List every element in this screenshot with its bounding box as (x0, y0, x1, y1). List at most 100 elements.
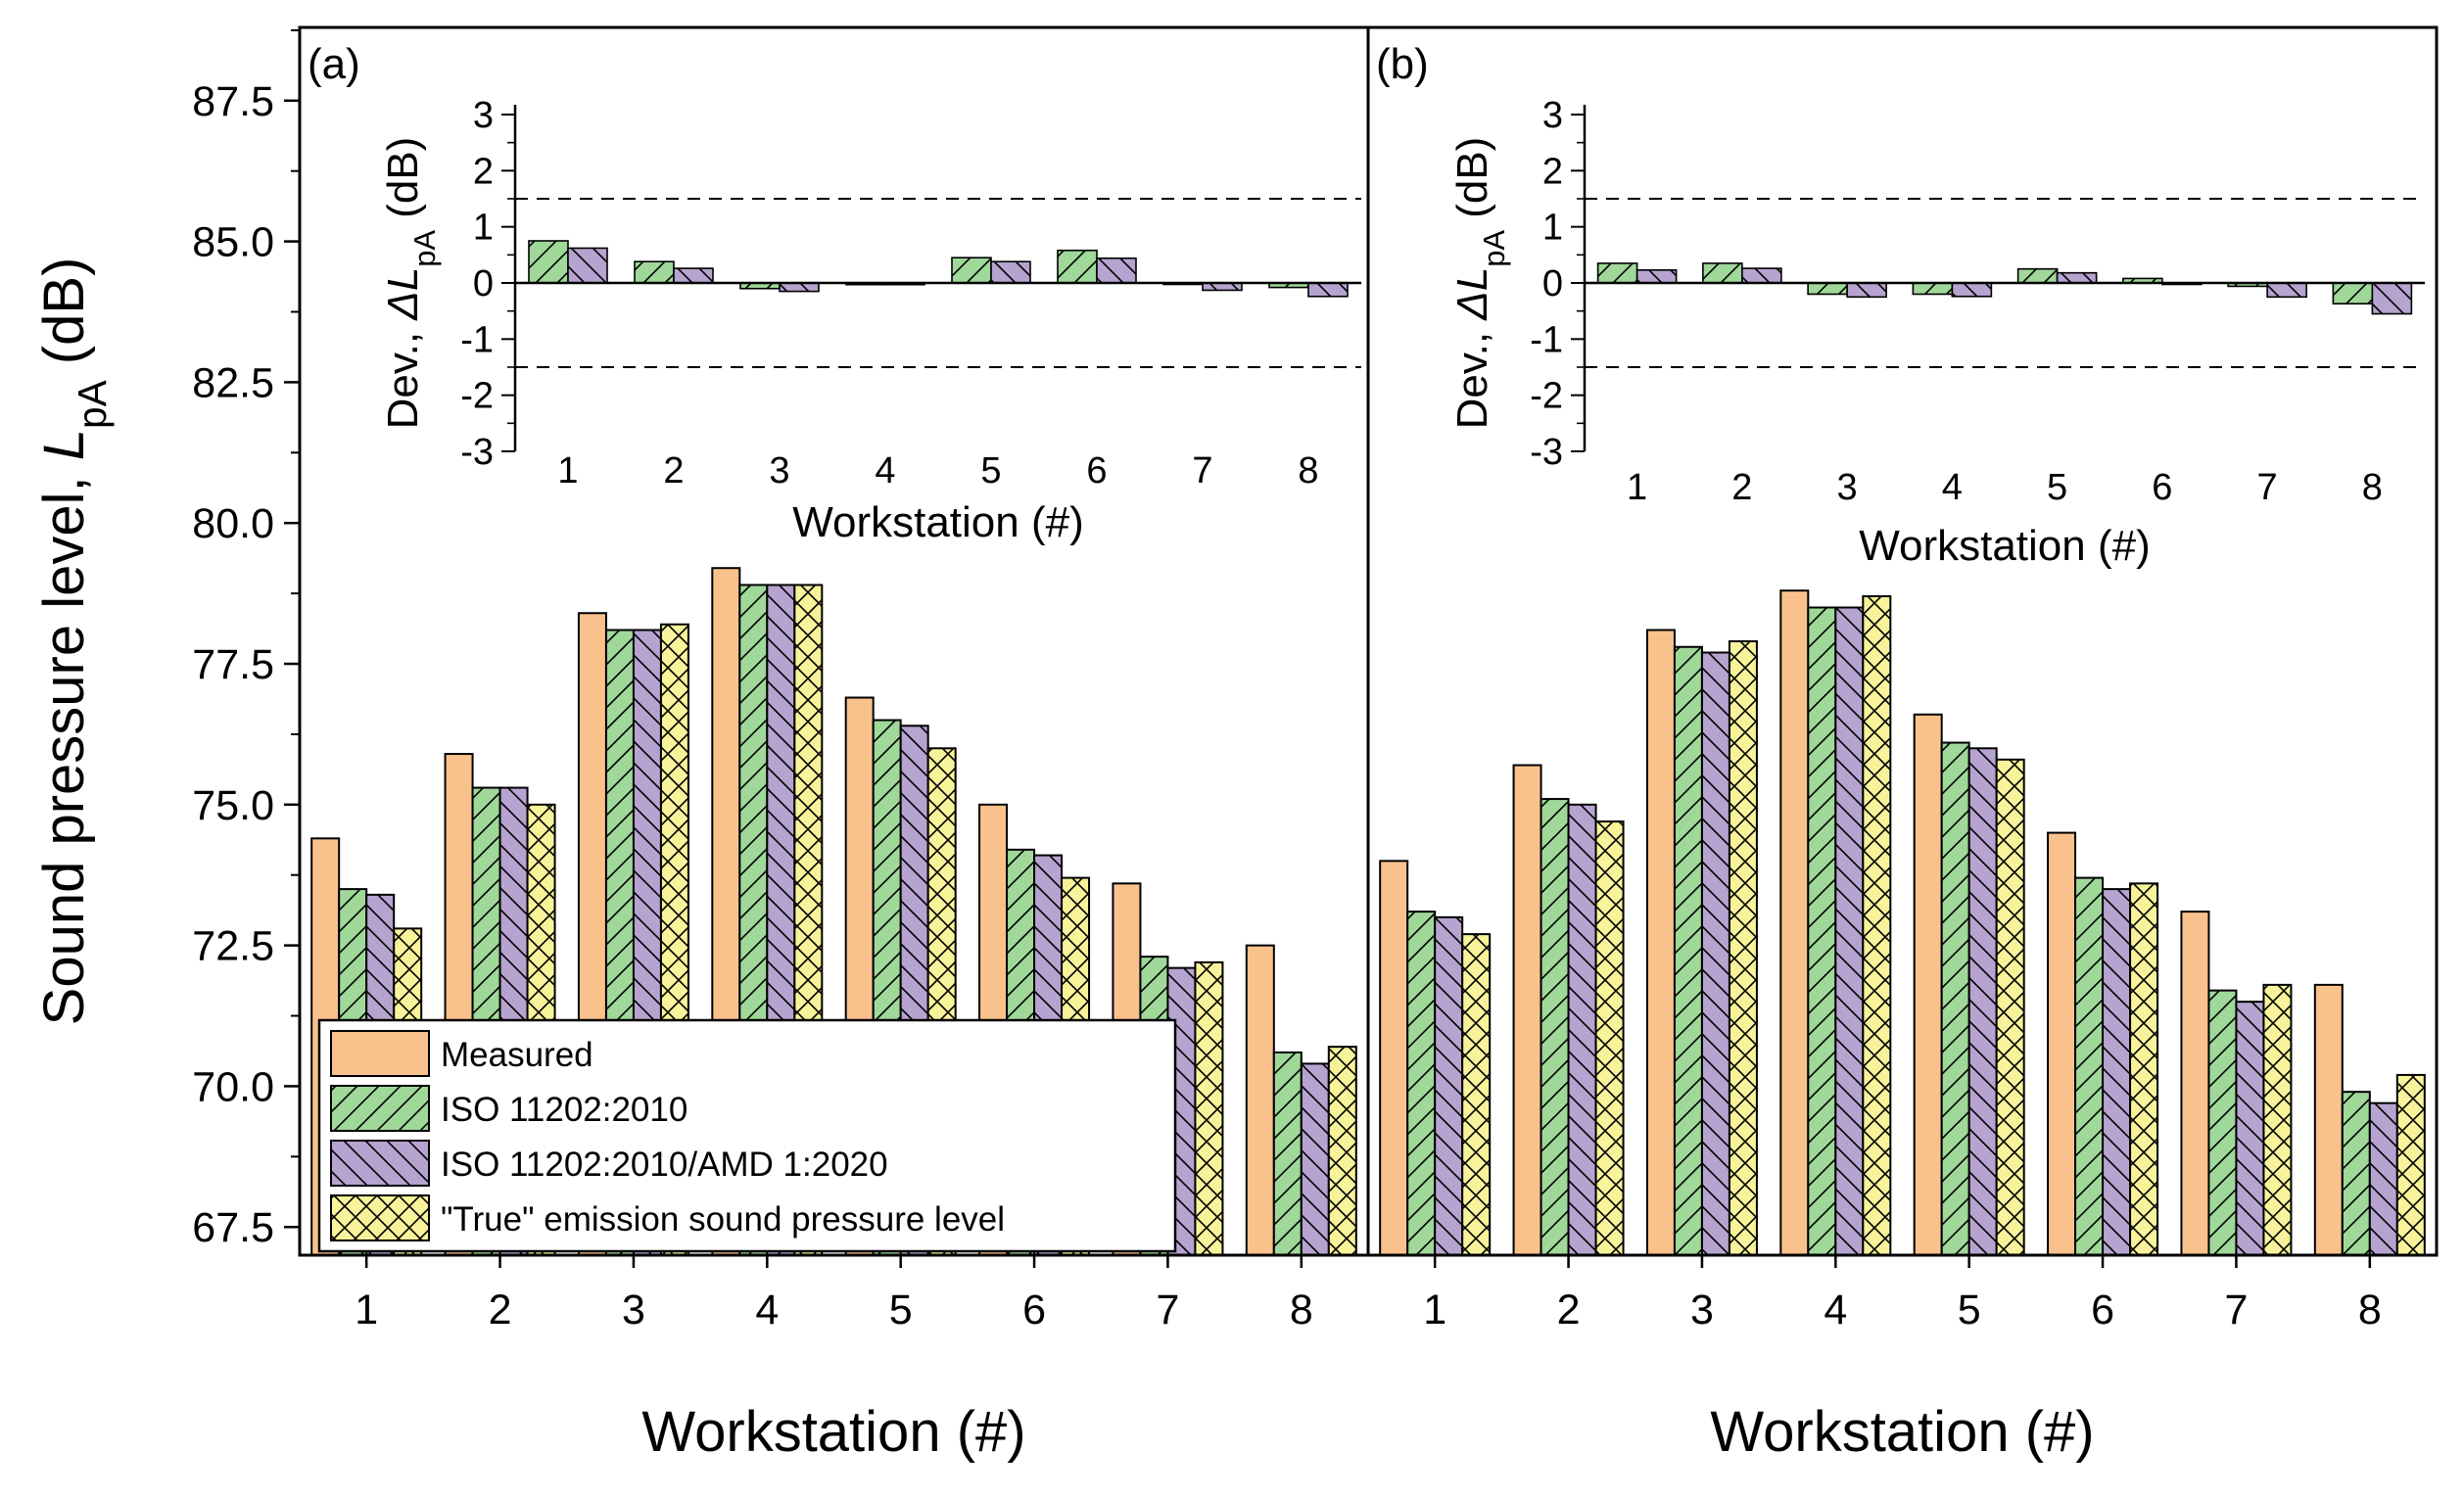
bar-hatch-b-true-ws6 (2130, 883, 2158, 1255)
inset-x-tick-label: 5 (980, 450, 1001, 491)
inset-y-axis-title-sub: pA (407, 230, 442, 267)
x-axis-title: Workstation (#) (641, 1400, 1025, 1464)
legend-swatch-measured (330, 1030, 430, 1077)
x-tick-label: 4 (1824, 1286, 1847, 1333)
y-axis-title-prefix: Sound pressure level, (32, 460, 96, 1025)
legend-box (317, 1018, 1177, 1253)
y-tick-label: 70.0 (192, 1063, 274, 1110)
inset-x-tick-label: 8 (1298, 450, 1318, 491)
x-tick-label: 5 (1958, 1286, 1981, 1333)
bar-hatch-b-amd2020-ws5 (1968, 748, 1997, 1255)
x-tick-label: 3 (622, 1286, 645, 1333)
inset-y-tick-label: -3 (460, 432, 494, 473)
inset-y-tick-label: -2 (460, 376, 494, 417)
bar-hatch-b-iso2010-ws2 (1540, 799, 1569, 1255)
inset-x-axis-title: Workstation (#) (1859, 522, 2151, 570)
inset-y-tick-label: 0 (1542, 263, 1563, 304)
bar-b-measured-ws6 (2047, 831, 2077, 1257)
bar-hatch-b-true-ws8 (2396, 1074, 2425, 1255)
x-tick-label: 4 (755, 1286, 779, 1333)
x-axis-title: Workstation (#) (1710, 1400, 2094, 1464)
bar-hatch-a-iso2010-ws8 (1273, 1052, 1302, 1255)
inset-x-tick-label: 2 (663, 450, 684, 491)
inset-bar-hatch-a-iso2010-ws8 (1269, 283, 1308, 288)
y-tick-label: 75.0 (192, 782, 274, 829)
x-tick-label: 8 (2358, 1286, 2382, 1333)
inset-y-tick-label: 0 (473, 263, 494, 304)
inset-bar-hatch-a-amd2020-ws7 (1203, 283, 1242, 291)
inset-y-tick-label: 3 (473, 95, 494, 136)
inset-y-axis-title: Dev., ΔLpA (dB) (1448, 137, 1511, 430)
legend-label-measured: Measured (441, 1036, 593, 1074)
inset-y-tick-label: -1 (1530, 319, 1563, 360)
inset-y-axis-title-var: ΔL (379, 267, 427, 321)
y-tick-label: 85.0 (192, 219, 274, 266)
bar-hatch-b-true-ws3 (1729, 641, 1757, 1255)
x-tick-label: 5 (889, 1286, 913, 1333)
inset-bar-hatch-b-iso2010-ws7 (2228, 283, 2268, 287)
bar-hatch-b-iso2010-ws3 (1674, 646, 1702, 1255)
bar-hatch-b-iso2010-ws4 (1808, 607, 1836, 1255)
panel-label-a: (a) (308, 40, 360, 88)
y-axis-title-unit: (dB) (32, 257, 96, 381)
bar-b-measured-ws7 (2180, 911, 2210, 1257)
bar-b-measured-ws1 (1379, 860, 1409, 1257)
x-tick-label: 3 (1690, 1286, 1714, 1333)
x-tick-label: 2 (489, 1286, 512, 1333)
bar-hatch-b-iso2010-ws5 (1941, 742, 1969, 1255)
bar-hatch-b-iso2010-ws8 (2342, 1092, 2370, 1255)
bar-hatch-b-true-ws2 (1595, 821, 1624, 1255)
bar-hatch-a-amd2020-ws8 (1301, 1063, 1329, 1255)
inset-y-tick-label: 1 (473, 208, 494, 249)
y-tick-label: 87.5 (192, 78, 274, 125)
inset-bar-hatch-b-iso2010-ws5 (2017, 268, 2058, 283)
inset-bar-hatch-a-iso2010-ws5 (952, 257, 991, 283)
inset-y-tick-label: -1 (460, 319, 494, 360)
inset-x-tick-label: 7 (1192, 450, 1212, 491)
bar-hatch-b-amd2020-ws2 (1568, 804, 1596, 1255)
inset-bar-hatch-a-iso2010-ws1 (529, 241, 568, 283)
inset-x-tick-label: 6 (1086, 450, 1107, 491)
inset-bar-hatch-a-amd2020-ws2 (674, 268, 713, 283)
inset-x-tick-label: 3 (769, 450, 789, 491)
inset-y-axis-title-var: ΔL (1448, 267, 1496, 321)
x-tick-label: 7 (1156, 1286, 1179, 1333)
inset-bar-hatch-b-iso2010-ws4 (1913, 283, 1953, 295)
bar-b-measured-ws8 (2313, 983, 2344, 1256)
y-tick-label: 77.5 (192, 641, 274, 688)
inset-x-tick-label: 4 (1942, 467, 1963, 508)
bar-hatch-b-amd2020-ws4 (1835, 607, 1864, 1255)
inset-x-axis-title: Workstation (#) (792, 498, 1084, 546)
x-tick-label: 2 (1557, 1286, 1581, 1333)
legend-swatch-hatch-amd2020 (331, 1141, 429, 1186)
legend-label-amd2020: ISO 11202:2010/AMD 1:2020 (441, 1146, 888, 1184)
inset-x-tick-label: 6 (2152, 467, 2172, 508)
y-axis-title-sub: pA (70, 380, 115, 429)
x-tick-label: 6 (1022, 1286, 1046, 1333)
bar-hatch-b-iso2010-ws6 (2075, 877, 2104, 1255)
bar-hatch-b-iso2010-ws7 (2208, 990, 2237, 1255)
inset-y-axis-title-sub: pA (1477, 230, 1511, 267)
inset-y-axis-title-prefix: Dev., (379, 320, 427, 430)
inset-bar-hatch-b-amd2020-ws4 (1952, 283, 1992, 297)
inset-y-tick-label: 3 (1542, 95, 1563, 136)
inset-bar-hatch-b-iso2010-ws3 (1808, 283, 1848, 295)
legend-label-true: "True" emission sound pressure level (441, 1200, 1005, 1239)
inset-bar-hatch-a-amd2020-ws5 (991, 261, 1030, 283)
inset-bar-hatch-a-amd2020-ws6 (1097, 257, 1136, 283)
inset-y-axis-title-unit: (dB) (1448, 137, 1496, 230)
x-tick-label: 1 (355, 1286, 378, 1333)
inset-x-tick-label: 1 (557, 450, 578, 491)
inset-y-tick-label: -3 (1530, 432, 1563, 473)
inset-bar-hatch-a-amd2020-ws1 (568, 248, 607, 283)
bar-hatch-b-true-ws7 (2263, 984, 2292, 1255)
inset-x-tick-label: 2 (1731, 467, 1752, 508)
inset-bar-hatch-b-iso2010-ws8 (2333, 283, 2373, 304)
inset-x-tick-label: 8 (2362, 467, 2383, 508)
bar-hatch-a-true-ws8 (1328, 1047, 1356, 1255)
y-axis-title: Sound pressure level, LpA (dB) (32, 257, 115, 1026)
inset-y-tick-label: 2 (1542, 151, 1563, 192)
inset-bar-hatch-b-amd2020-ws8 (2372, 283, 2412, 314)
